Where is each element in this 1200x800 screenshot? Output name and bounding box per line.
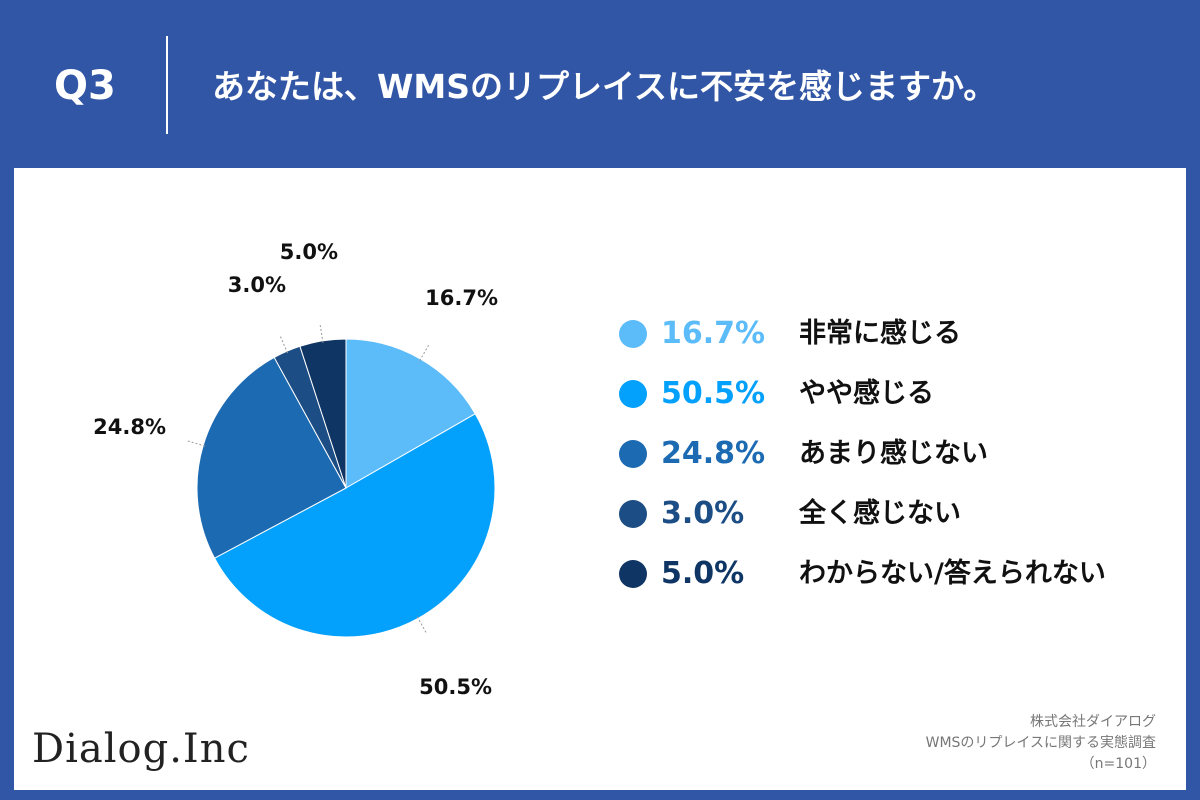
legend-label: やや感じる bbox=[799, 378, 934, 409]
header: Q3 あなたは、WMSのリプレイスに不安を感じますか。 bbox=[0, 0, 1200, 168]
legend-swatch-icon bbox=[619, 560, 647, 588]
chart-card: 16.7% 50.5% 24.8% 3.0% 5.0% 16.7% 非常に感じる 50.… bbox=[14, 168, 1186, 790]
legend-label: 非常に感じる bbox=[799, 318, 961, 349]
legend-swatch-icon bbox=[619, 500, 647, 528]
pie-data-label: 50.5% bbox=[419, 675, 492, 699]
legend-label: 全く感じない bbox=[799, 498, 961, 529]
pie-data-label: 16.7% bbox=[425, 286, 498, 310]
legend-item: 50.5% やや感じる bbox=[619, 366, 1179, 426]
leader-line bbox=[185, 439, 206, 447]
legend-value: 50.5% bbox=[661, 376, 766, 411]
leader-line bbox=[416, 616, 428, 635]
legend-swatch-icon bbox=[619, 380, 647, 408]
legend-swatch-icon bbox=[619, 440, 647, 468]
source-note: 株式会社ダイアログ WMSのリプレイスに関する実態調査 （n=101） bbox=[926, 712, 1156, 775]
legend: 16.7% 非常に感じる 50.5% やや感じる 24.8% あまり感じない 3… bbox=[619, 306, 1179, 606]
legend-item: 5.0% わからない/答えられない bbox=[619, 546, 1179, 606]
leader-line bbox=[279, 334, 289, 354]
pie-data-label: 24.8% bbox=[93, 415, 166, 439]
legend-item: 3.0% 全く感じない bbox=[619, 486, 1179, 546]
header-divider bbox=[166, 36, 168, 134]
legend-item: 24.8% あまり感じない bbox=[619, 426, 1179, 486]
pie-chart: 16.7% 50.5% 24.8% 3.0% 5.0% bbox=[93, 240, 498, 699]
leader-line bbox=[419, 343, 431, 362]
question-title: あなたは、WMSのリプレイスに不安を感じますか。 bbox=[212, 67, 997, 106]
legend-label: あまり感じない bbox=[799, 438, 988, 469]
legend-value: 3.0% bbox=[661, 496, 745, 531]
pie-slice bbox=[345, 338, 476, 489]
question-number: Q3 bbox=[54, 63, 116, 109]
legend-value: 5.0% bbox=[661, 556, 745, 591]
pie-data-label: 5.0% bbox=[280, 240, 338, 264]
source-company: 株式会社ダイアログ bbox=[1030, 714, 1156, 730]
legend-item: 16.7% 非常に感じる bbox=[619, 306, 1179, 366]
legend-label: わからない/答えられない bbox=[799, 558, 1106, 589]
leader-line bbox=[319, 322, 324, 343]
company-logo: Dialog.Inc bbox=[32, 726, 250, 772]
source-sample: （n=101） bbox=[1080, 756, 1156, 772]
legend-value: 24.8% bbox=[661, 436, 766, 471]
legend-value: 16.7% bbox=[661, 316, 766, 351]
pie-data-label: 3.0% bbox=[228, 273, 286, 297]
legend-swatch-icon bbox=[619, 320, 647, 348]
source-survey: WMSのリプレイスに関する実態調査 bbox=[925, 735, 1156, 751]
